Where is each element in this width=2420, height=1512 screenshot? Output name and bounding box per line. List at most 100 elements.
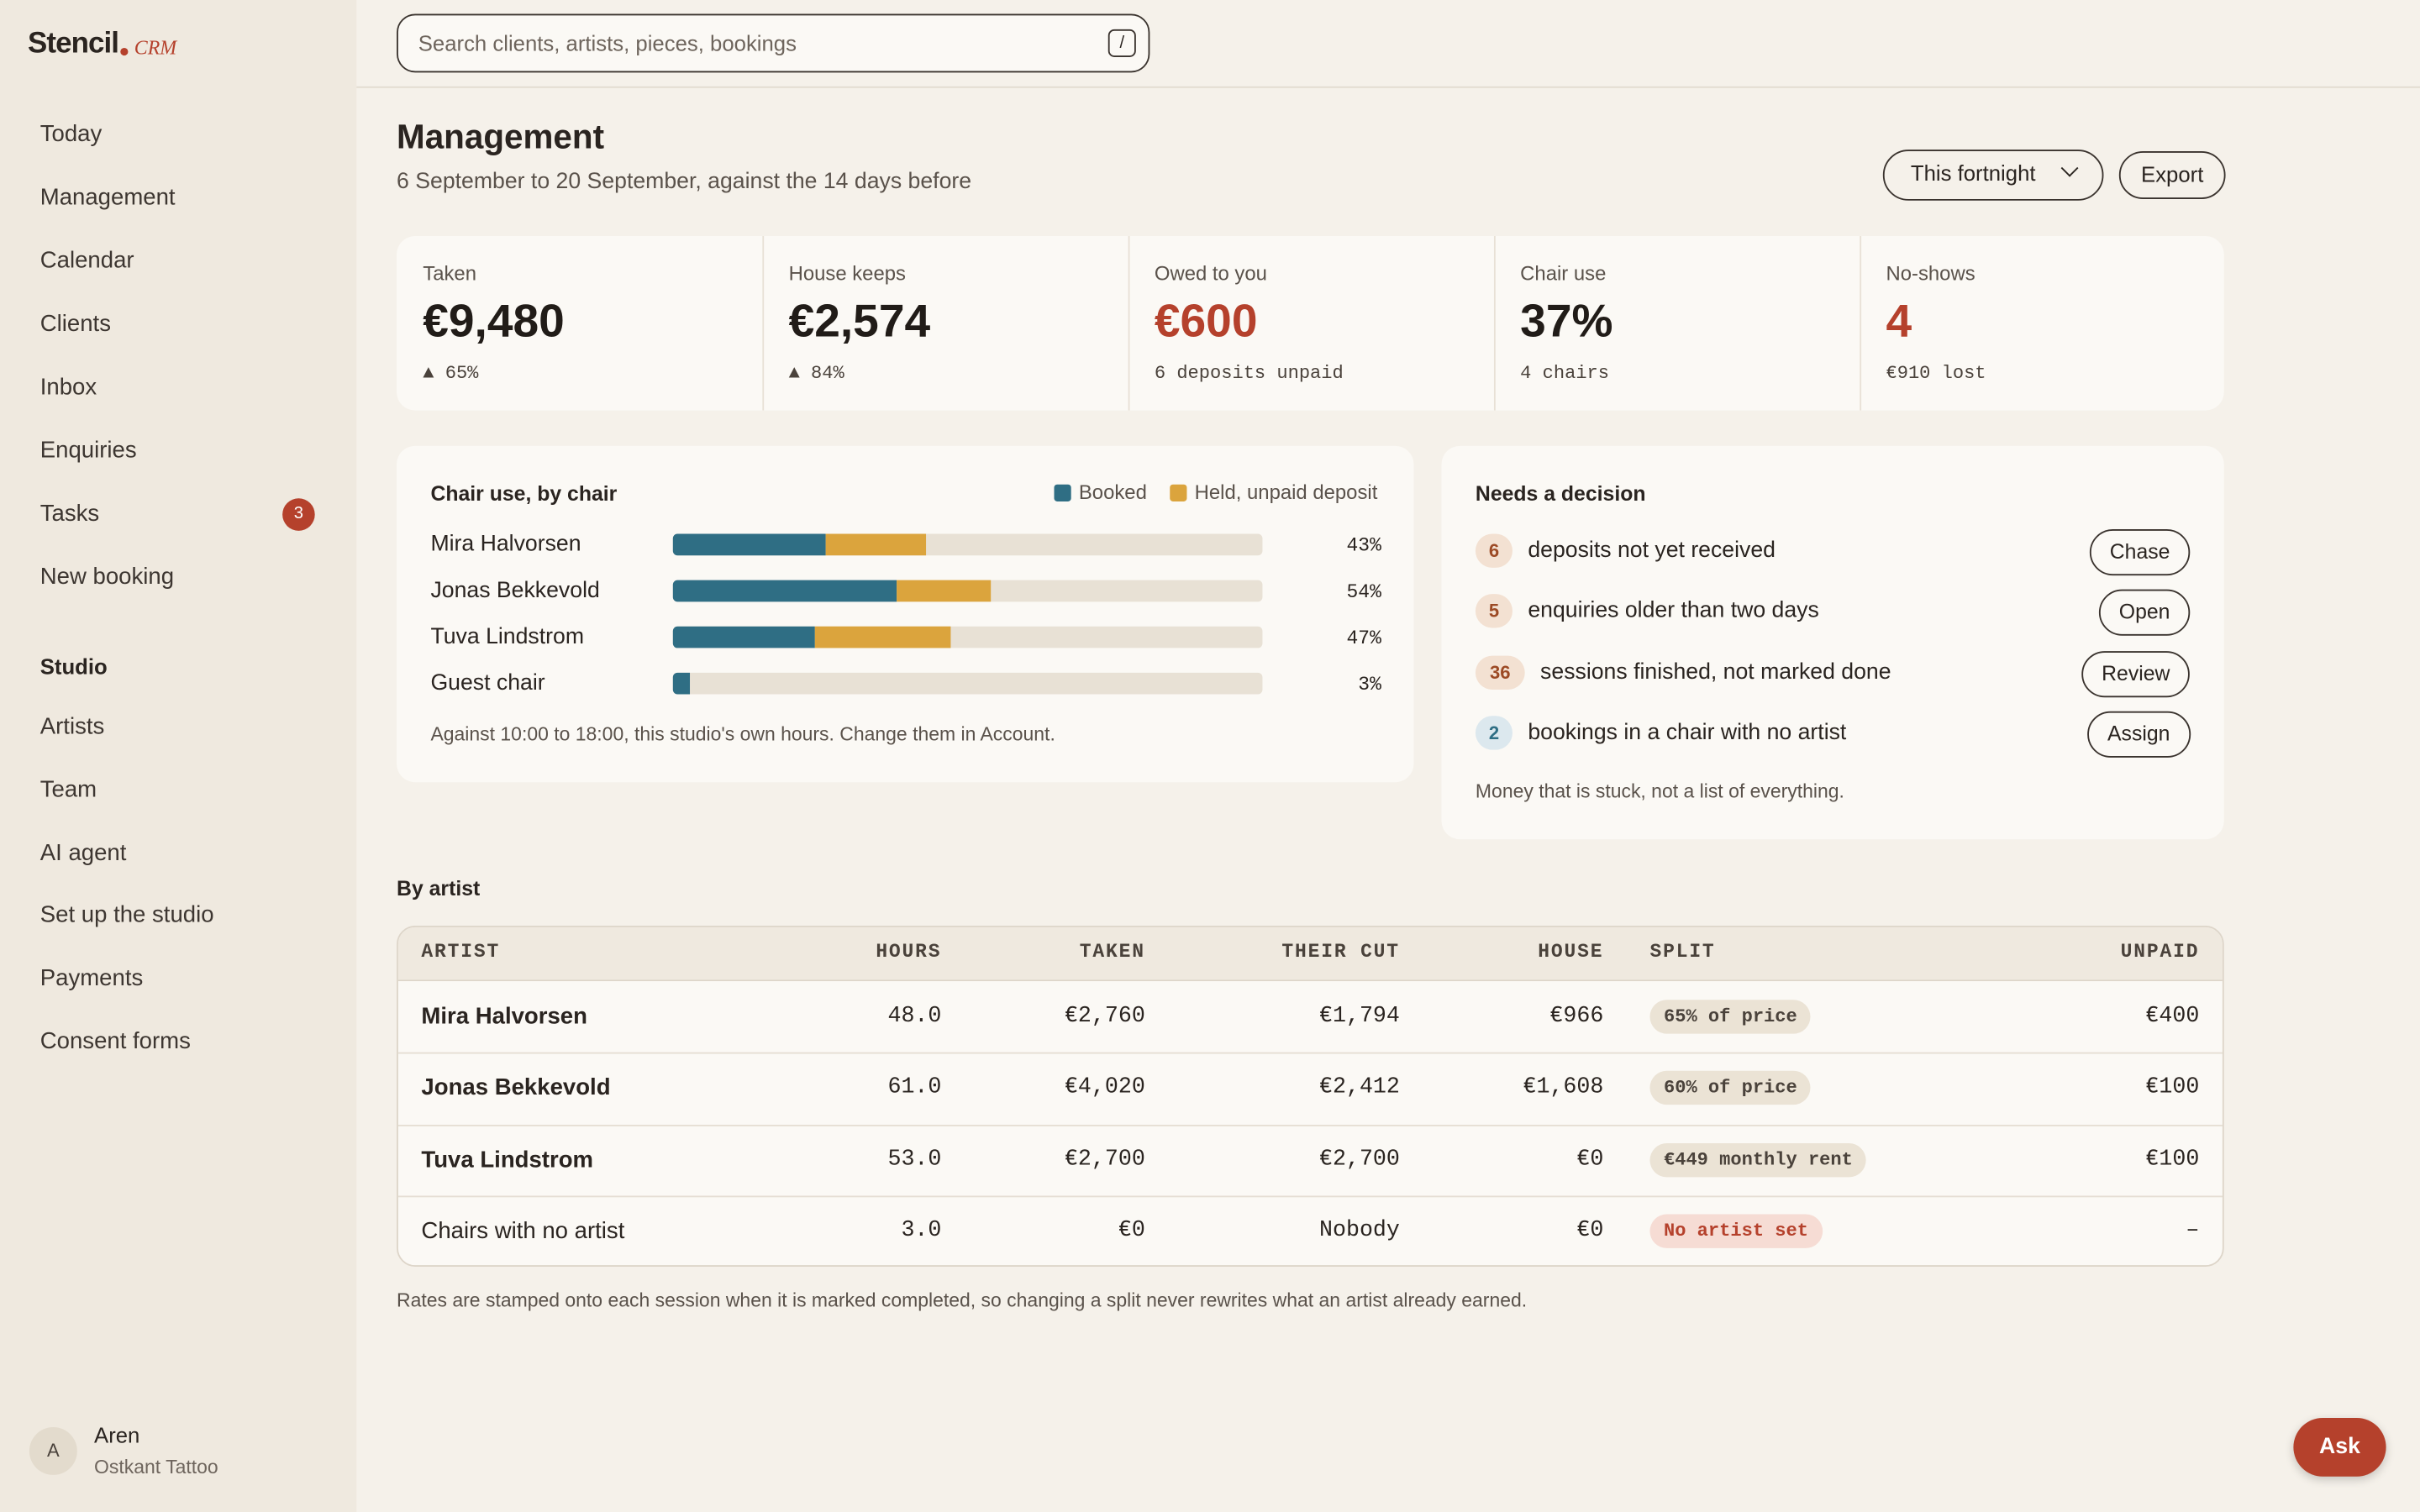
- bar: [672, 533, 827, 556]
- sidebar: [0, 0, 357, 1512]
- chart-title: Chair use, by chair: [430, 481, 618, 506]
- artist-name: Jonas Bekkevold: [421, 1074, 611, 1102]
- nav-item[interactable]: Clients: [39, 311, 111, 338]
- bar-total: 47%: [1346, 627, 1381, 650]
- row-divider: [397, 1195, 2223, 1198]
- kpi-note: ▲ 84%: [788, 362, 844, 385]
- table-title: By artist: [397, 877, 481, 900]
- kpi-label: Chair use: [1520, 261, 1607, 285]
- kpi-divider: [762, 236, 765, 411]
- split-pill: No artist set: [1649, 1214, 1823, 1248]
- table-cell: €0: [1118, 1218, 1145, 1244]
- kpi-label: House keeps: [788, 261, 906, 285]
- count-pill: 6: [1475, 533, 1513, 568]
- action-button[interactable]: Chase: [2089, 529, 2191, 576]
- nav-item[interactable]: New booking: [39, 564, 175, 591]
- column-header: UNPAID: [2120, 941, 2200, 963]
- nav-item[interactable]: Calendar: [39, 247, 134, 275]
- kpi-note: 6 deposits unpaid: [1154, 362, 1344, 385]
- table-cell: €2,760: [1064, 1004, 1145, 1030]
- column-header: TAKEN: [1079, 941, 1145, 963]
- table-cell: €0: [1576, 1218, 1604, 1244]
- decision-footnote: Money that is stuck, not a list of every…: [1475, 780, 1844, 803]
- bar: [814, 626, 950, 648]
- nav-item[interactable]: Tasks: [39, 501, 100, 528]
- action-button[interactable]: Assign: [2087, 711, 2191, 758]
- nav-item[interactable]: Enquiries: [39, 437, 137, 464]
- kpi-divider: [1128, 236, 1130, 411]
- page-subtitle: 6 September to 20 September, against the…: [397, 170, 972, 195]
- search-placeholder: Search clients, artists, pieces, booking…: [418, 30, 797, 56]
- table-cell: €400: [2145, 1004, 2200, 1030]
- ask-button[interactable]: Ask: [2293, 1417, 2386, 1477]
- kpi-value: €9,480: [423, 296, 565, 348]
- nav-item[interactable]: AI agent: [39, 839, 127, 866]
- brand-suffix: CRM: [134, 35, 177, 59]
- table-cell: –: [2186, 1218, 2200, 1244]
- user-studio: Ostkant Tattoo: [94, 1456, 218, 1478]
- artist-name: Mira Halvorsen: [421, 1003, 587, 1031]
- nav-item[interactable]: Inbox: [39, 374, 97, 401]
- table-cell: 48.0: [887, 1004, 942, 1030]
- table-cell: €4,020: [1064, 1075, 1145, 1101]
- table-cell: €100: [2145, 1075, 2200, 1101]
- column-header: SPLIT: [1649, 941, 1716, 963]
- kpi-label: Taken: [423, 261, 477, 285]
- decision-text: enquiries older than two days: [1528, 599, 1819, 624]
- nav-item[interactable]: Artists: [39, 713, 105, 740]
- user-name: Aren: [94, 1422, 140, 1447]
- legend-swatch: [1054, 484, 1071, 501]
- action-button[interactable]: Review: [2081, 650, 2191, 697]
- legend-swatch: [1170, 484, 1187, 501]
- nav-item[interactable]: Today: [39, 121, 103, 148]
- kpi-value: €600: [1154, 296, 1258, 348]
- nav-item[interactable]: Team: [39, 776, 97, 803]
- table-cell: €2,700: [1319, 1147, 1400, 1173]
- table-cell: €1,608: [1523, 1075, 1604, 1101]
- kpi-label: Owed to you: [1154, 261, 1267, 285]
- decision-text: bookings in a chair with no artist: [1528, 720, 1847, 745]
- decision-text: sessions finished, not marked done: [1540, 659, 1891, 685]
- table-cell: €100: [2145, 1147, 2200, 1173]
- nav-item[interactable]: Set up the studio: [39, 902, 214, 929]
- nav-item[interactable]: Management: [39, 184, 176, 211]
- table-cell: Nobody: [1319, 1218, 1400, 1244]
- column-header: ARTIST: [421, 941, 501, 963]
- period-label: This fortnight: [1910, 160, 2036, 186]
- table-cell: 3.0: [901, 1218, 942, 1244]
- kpi-note: 4 chairs: [1520, 362, 1609, 385]
- topbar-rule: [356, 86, 2420, 88]
- table-header: [397, 927, 2223, 982]
- nav-item[interactable]: Payments: [39, 965, 144, 992]
- export-button[interactable]: Export: [2118, 151, 2226, 199]
- bar-track: [672, 672, 1263, 695]
- table-cell: €966: [1549, 1004, 1604, 1030]
- table-cell: €2,412: [1319, 1075, 1400, 1101]
- chair-name: Guest chair: [430, 670, 545, 696]
- bar: [672, 672, 691, 695]
- split-pill: 65% of price: [1649, 1000, 1812, 1034]
- row-divider: [397, 1124, 2223, 1126]
- count-pill: 36: [1475, 654, 1525, 690]
- kpi-divider: [1493, 236, 1496, 411]
- bar-total: 54%: [1346, 581, 1381, 604]
- search-box[interactable]: [397, 13, 1150, 73]
- action-button[interactable]: Open: [2098, 590, 2191, 637]
- page-title: Management: [397, 117, 605, 156]
- period-button[interactable]: [1882, 150, 2104, 201]
- avatar: A: [29, 1426, 77, 1475]
- table-cell: €1,794: [1319, 1004, 1400, 1030]
- chart-card: [397, 445, 1414, 783]
- bar-total: 3%: [1358, 674, 1381, 696]
- nav-item[interactable]: Consent forms: [39, 1028, 191, 1055]
- artist-name: Chairs with no artist: [421, 1217, 625, 1245]
- nav-section: Studio: [39, 654, 108, 680]
- table-cell: €0: [1576, 1147, 1604, 1173]
- kpi-note: €910 lost: [1886, 362, 1986, 385]
- bar: [672, 626, 815, 648]
- kpi-note: ▲ 65%: [423, 362, 479, 385]
- bar: [672, 580, 897, 602]
- split-pill: €449 monthly rent: [1649, 1142, 1867, 1177]
- kpi-value: 4: [1886, 296, 1912, 348]
